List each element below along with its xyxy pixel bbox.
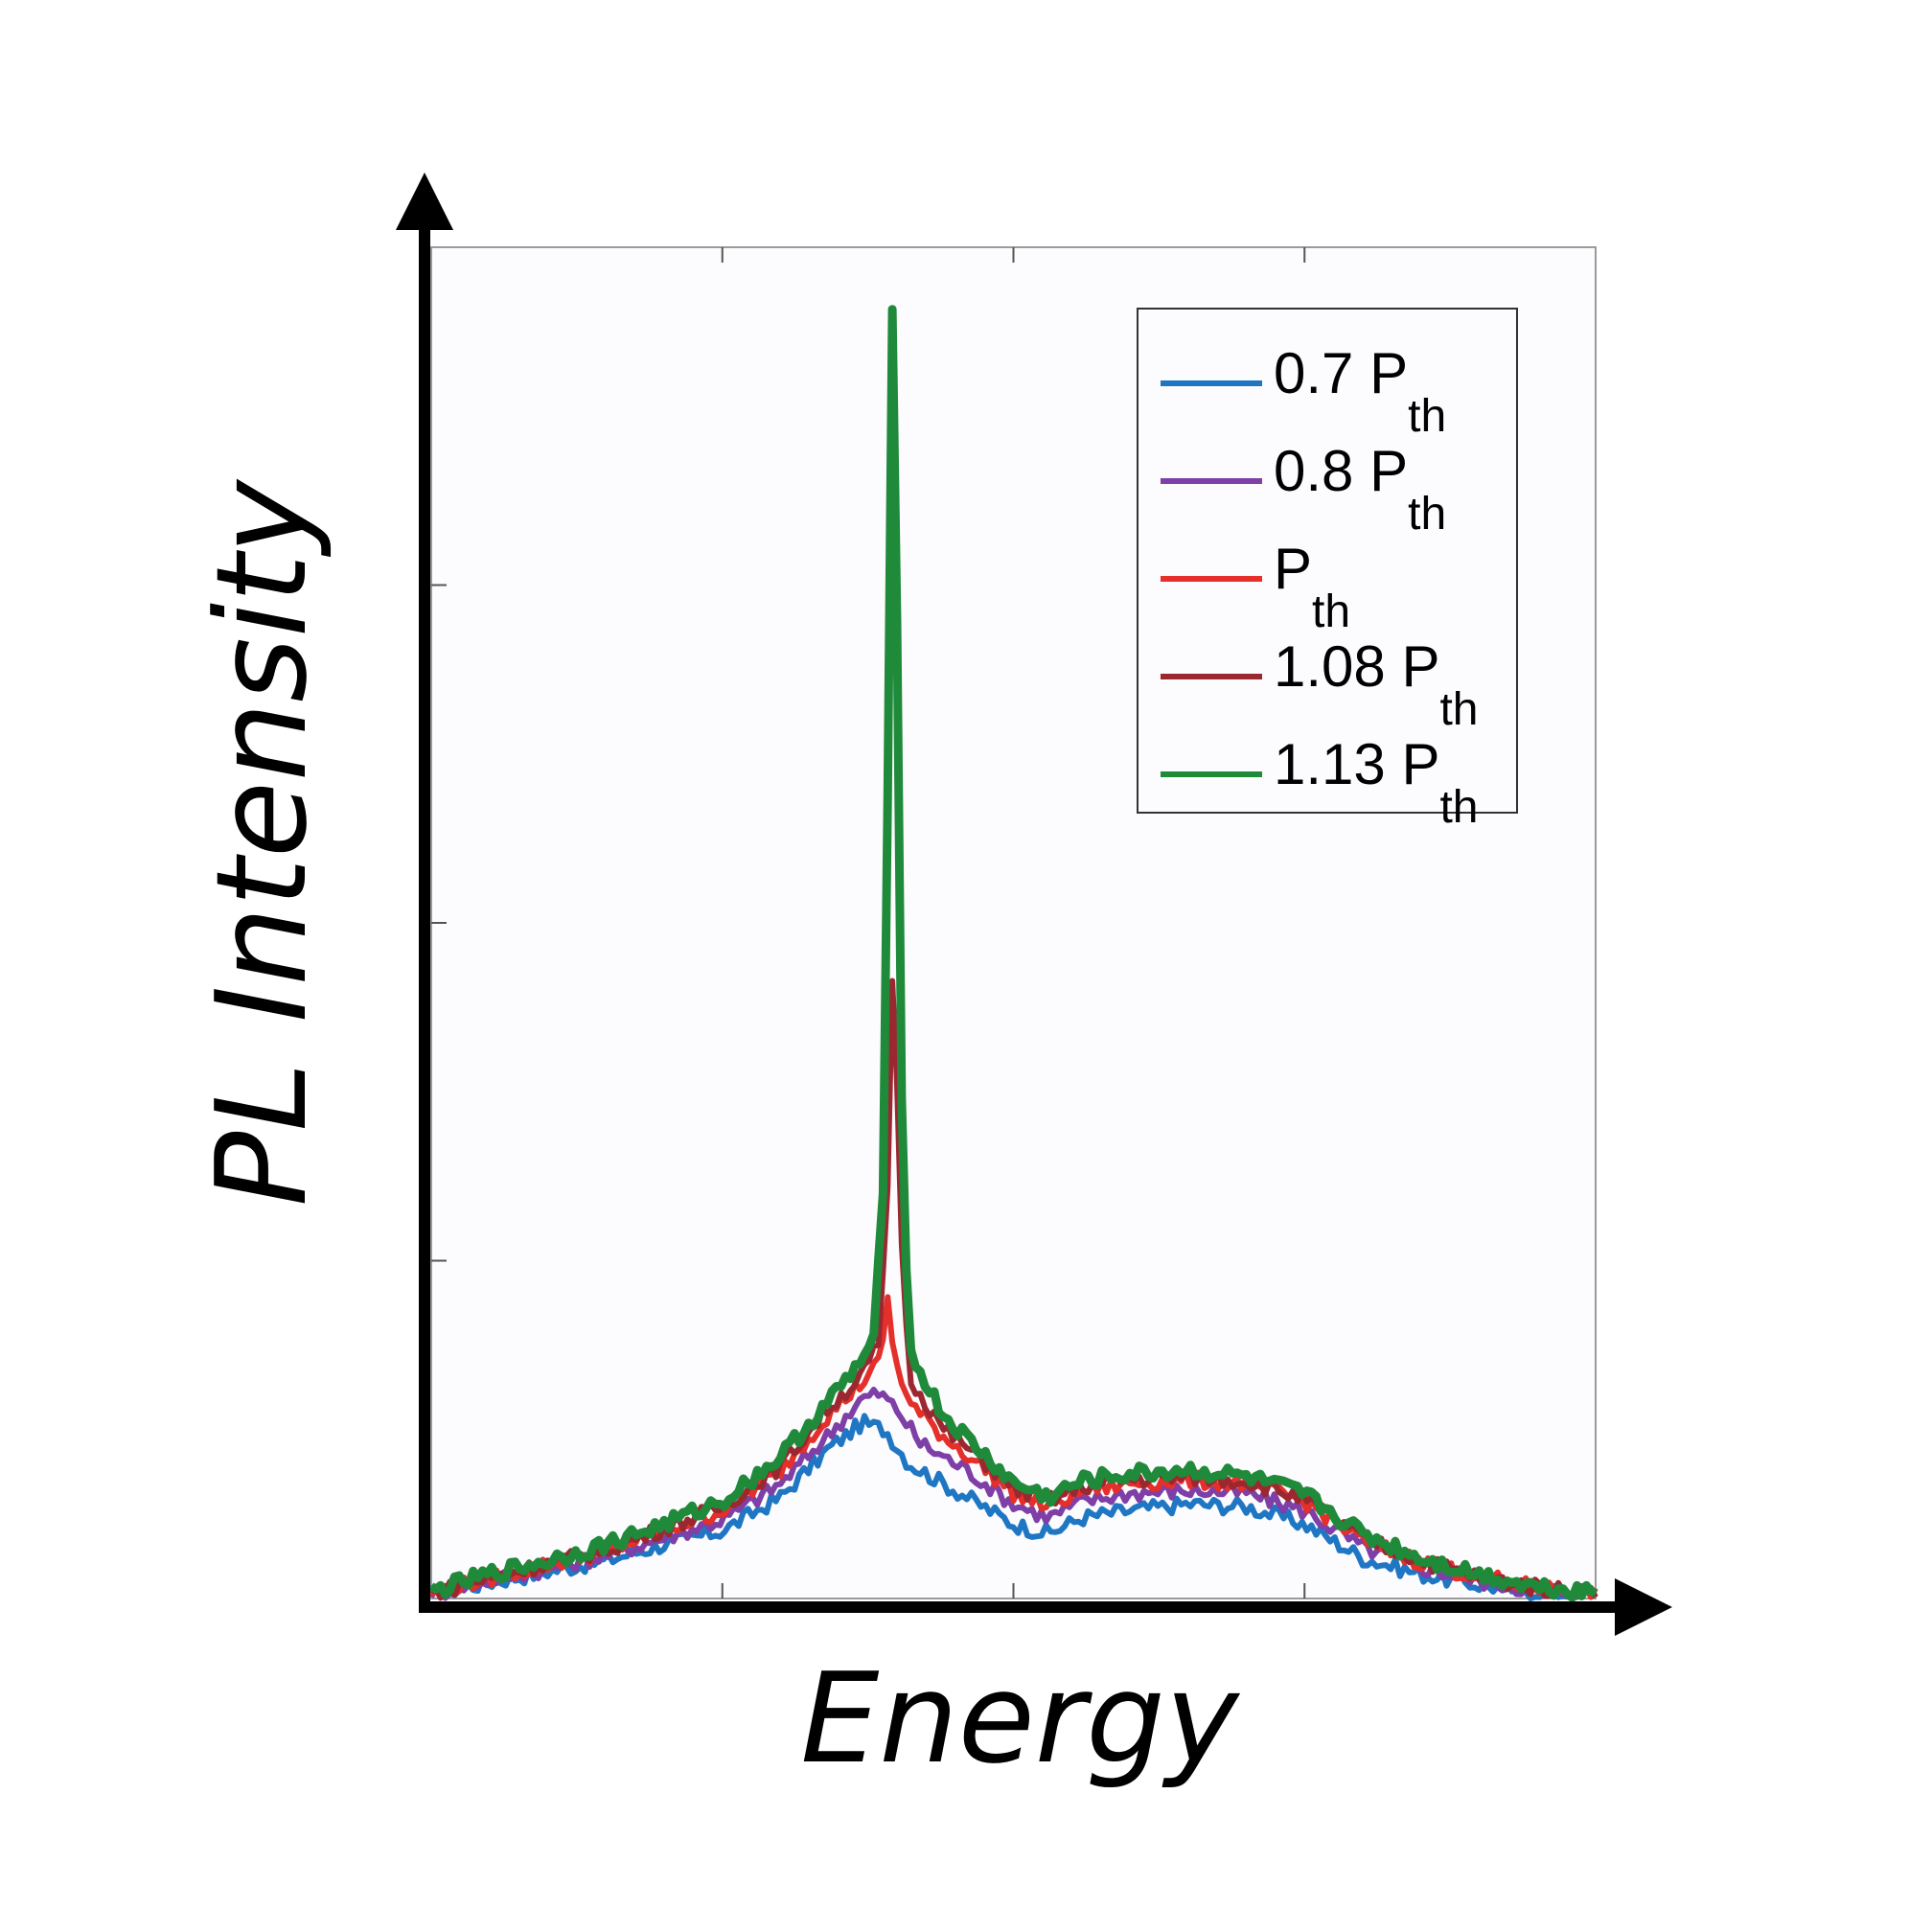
y-axis-title: PL Intensity [189,478,334,1207]
legend-label-subscript: th [1312,586,1350,637]
legend-label: 1.08 Pth [1274,634,1479,735]
legend-label-subscript: th [1408,391,1446,442]
x-axis-title: Energy [800,1645,1240,1791]
x-axis-arrow-icon [1615,1578,1672,1636]
series-line-4 [428,305,1598,1602]
series-lines [428,305,1598,1602]
legend-label-main: P [1274,537,1312,601]
legend-label-main: 1.08 P [1274,634,1439,699]
legend-label-subscript: th [1439,684,1478,735]
legend-label: 0.8 Pth [1274,439,1446,540]
legend-label: Pth [1274,537,1350,637]
series-line-0 [430,1413,1598,1601]
legend-box [1137,308,1518,814]
tick-marks [431,247,1306,1598]
legend-label-main: 0.7 P [1274,341,1408,405]
y-axis-arrow-icon [396,172,453,230]
legend-label-main: 1.13 P [1274,732,1439,796]
legend-label-main: 0.8 P [1274,439,1408,503]
legend-label: 0.7 Pth [1274,341,1446,442]
legend-label-subscript: th [1408,489,1446,540]
legend-label: 1.13 Pth [1274,732,1479,833]
legend-label-subscript: th [1439,782,1478,833]
